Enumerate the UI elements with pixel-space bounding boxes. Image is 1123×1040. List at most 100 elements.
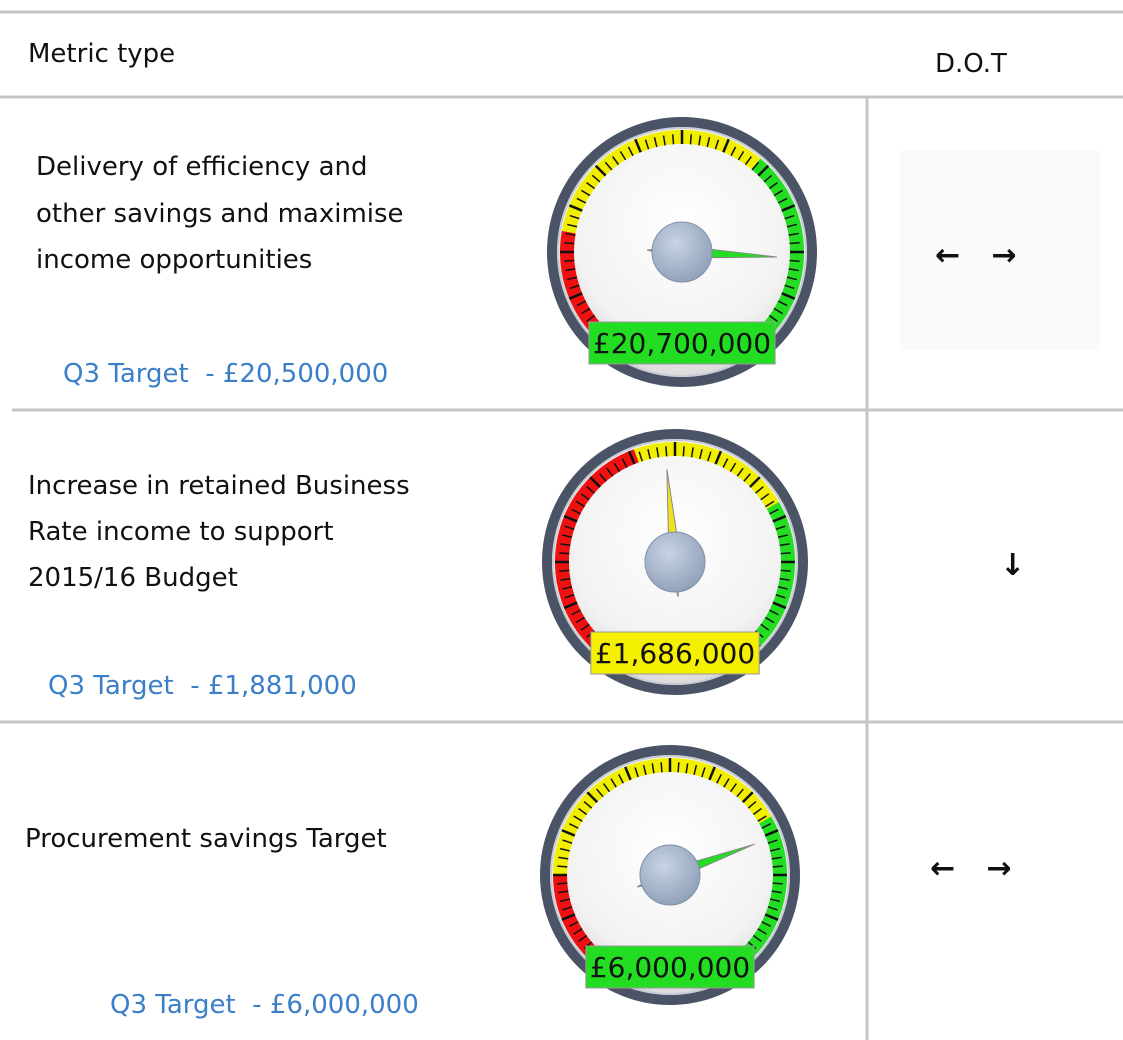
gauge-tick [788,268,799,272]
gauge-tick [610,778,617,788]
target-text: Q3 Target - £6,000,000 [110,990,419,1020]
gauge-tick [567,276,578,281]
gauge-tick [564,594,575,599]
gauge-tick [560,577,571,581]
gauge-tick [773,307,784,315]
gauge-tick [567,223,578,228]
gauge-tick [768,182,778,190]
gauge-tick [559,898,571,903]
gauge: £20,700,000 [547,117,817,387]
gauge-tick [729,462,737,473]
gauge-tick [768,314,778,322]
gauge-tick [761,823,772,829]
gauge-tick [784,214,795,220]
gauge-tick [618,773,624,784]
gauge-tick [737,150,745,161]
gauge-band [751,158,804,339]
gauge-tick [606,467,614,477]
gauge-tick [558,856,569,860]
gauge-tick [561,829,576,837]
gauge-tick [559,569,570,572]
gauge-tick [564,525,575,530]
gauge-tick [569,214,580,220]
gauge-tick [744,156,752,166]
gauge-inner-rim [552,439,798,685]
gauge-tick [772,882,783,885]
gauge-tick [573,928,583,935]
gauge-tick [769,898,781,903]
metric-text: Increase in retained Business [28,471,410,501]
gauge-tick [557,865,568,868]
gauge-tick [716,773,722,784]
gauge-tick [775,594,786,599]
gauge-tick [729,783,738,793]
gauge-tick [599,473,607,482]
gauge-tick [571,508,581,515]
gauge-tick [780,552,791,555]
gauge-hub [644,531,706,593]
gauge-tick [612,156,620,166]
gauge-tick [767,839,778,844]
gauge-tick [736,467,744,477]
gauge-tick [591,174,601,183]
gauge-tick [571,609,581,616]
gauge-tick [698,135,702,146]
gauge-tick [644,139,650,150]
gauge-tick [786,276,797,281]
gauge-tick [656,447,660,458]
gauge-tick [743,473,751,482]
gauge-tick [576,197,587,204]
gauge-tick [619,150,627,161]
metric-text: Delivery of efficiency and [36,152,368,182]
gauge-tick [789,241,800,245]
gauge-tick [569,284,580,290]
gauge-tick [690,447,694,458]
gauge-tick [769,609,779,616]
gauge-tick [578,934,588,943]
gauge-tick [583,801,593,809]
gauge-tick [767,906,778,911]
gauge-tick [751,161,760,171]
gauge-tick [777,300,788,307]
gauge-tick [730,146,737,157]
gauge-value: £1,686,000 [595,637,755,670]
gauge-tick [604,161,613,171]
gauge-tick [586,182,596,190]
target-text: Q3 Target - £1,881,000 [48,671,357,701]
gauge-tick [682,446,685,457]
gauge-tick [777,534,788,538]
metric-text: 2015/16 Budget [28,563,238,593]
gauge-tick [757,928,767,935]
gauge-tick [701,767,706,778]
gauge-tick [755,486,764,494]
dot-arrow: ← → [930,851,1012,886]
gauge-tick [602,783,611,793]
gauge-tick [777,197,788,204]
header-metric-type: Metric type [28,39,175,69]
gauge-tick [789,259,800,263]
gauge-tick [642,764,647,776]
gauge-tick [779,577,790,581]
gauge-tick [586,314,596,322]
gauge-tick [586,791,599,804]
gauge-tick [764,913,779,921]
gauge-tick [722,458,729,468]
gauge-tick [764,500,775,508]
dot-cell-bg [900,150,1100,350]
gauge-tick [576,300,587,307]
gauge-tick [781,204,796,212]
gauge-tick [568,204,583,212]
gauge-tick [634,767,639,778]
gauge-tick [586,486,595,494]
gauge-tick [564,259,575,263]
gauge-tick [662,135,666,146]
dot-arrow: ← → [935,238,1017,273]
gauge-tick [693,764,698,776]
gauge-tick [736,788,744,798]
gauge-tick [689,134,693,145]
gauge: £1,686,000 [542,429,808,695]
gauge-tick [749,476,761,488]
gauge-tick [568,823,579,829]
gauge-tick [747,801,757,809]
